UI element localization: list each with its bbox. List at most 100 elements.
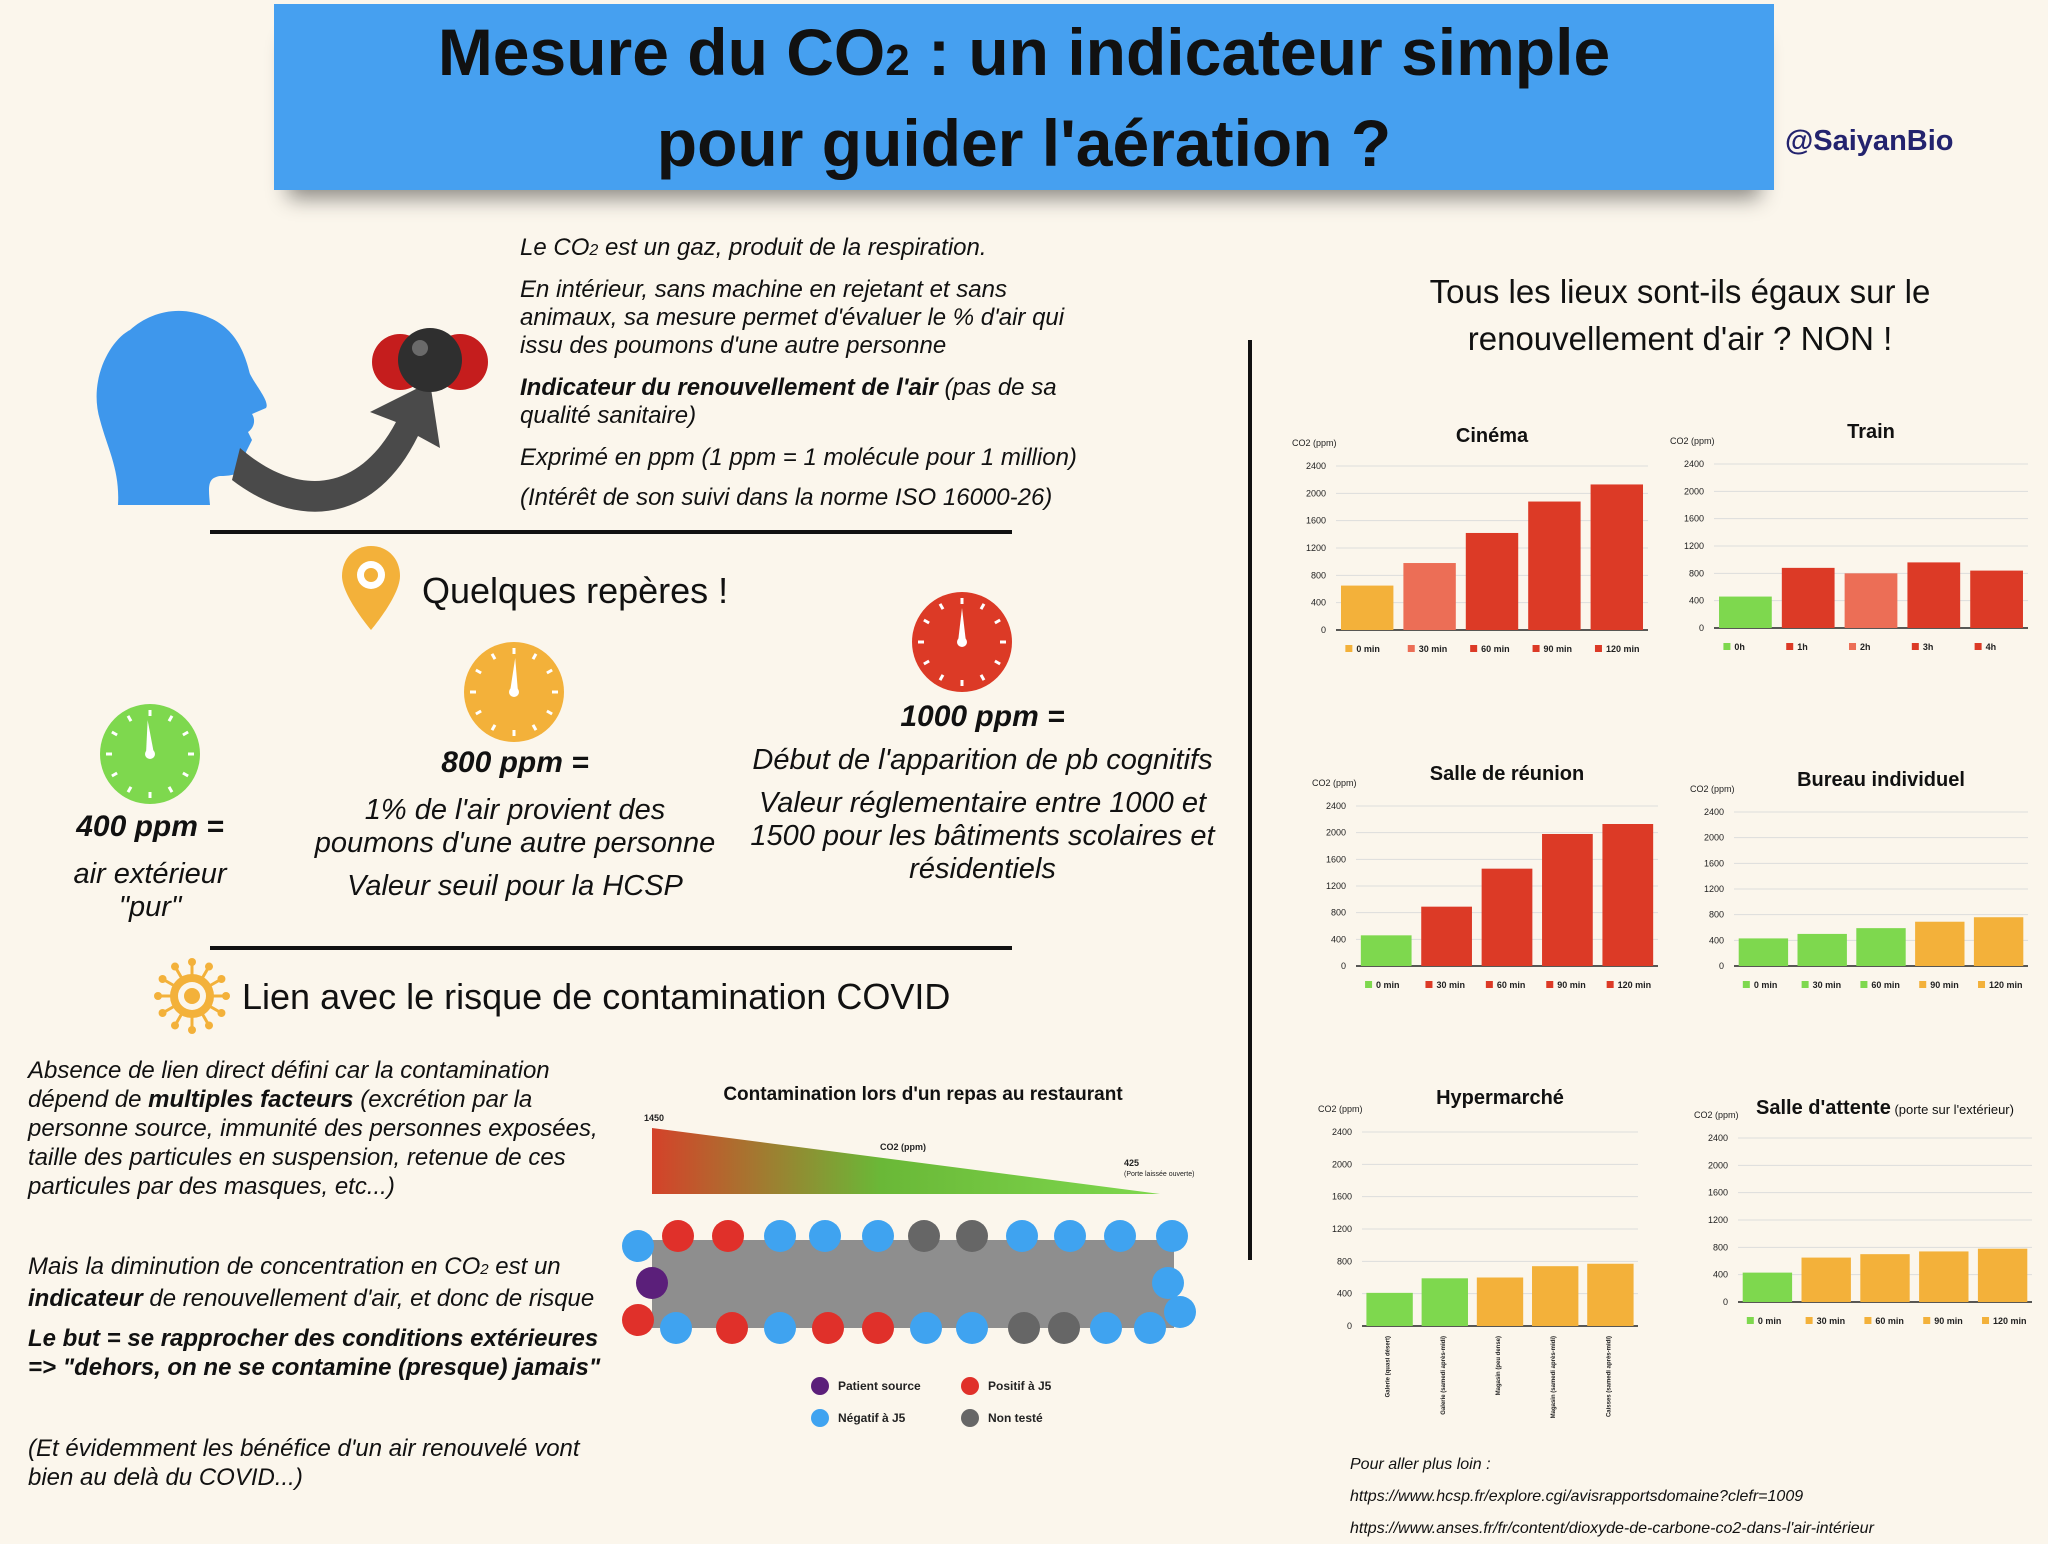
seat-negative — [660, 1312, 692, 1344]
legend-swatch — [1801, 981, 1809, 988]
seat-negative — [862, 1220, 894, 1252]
divider-2 — [210, 946, 1012, 950]
bar — [1907, 562, 1961, 628]
bar — [1977, 1248, 2028, 1302]
restaurant-co2-label: CO2 (ppm) — [880, 1142, 926, 1152]
y-tick-label: 0 — [1321, 625, 1326, 635]
y-tick-label: 400 — [1331, 934, 1346, 944]
y-tick-label: 800 — [1689, 568, 1704, 578]
bar — [1719, 596, 1772, 628]
seat-negative — [764, 1312, 796, 1344]
bar — [1476, 1277, 1524, 1326]
seat-source — [636, 1267, 668, 1299]
ref-link-1[interactable]: https://www.hcsp.fr/explore.cgi/avisrapp… — [1350, 1488, 1804, 1505]
legend-label: 0 min — [1758, 1316, 1782, 1326]
bar — [1915, 921, 1965, 966]
y-tick-label: 400 — [1713, 1270, 1728, 1280]
legend-swatch — [1470, 645, 1478, 652]
bar — [1590, 484, 1644, 630]
covid-paragraph-2: Mais la diminution de concentration en C… — [28, 1253, 595, 1312]
y-tick-label: 1600 — [1326, 854, 1346, 864]
legend-dot-untested — [961, 1409, 979, 1427]
seat-negative — [1104, 1220, 1136, 1252]
yellow-gauge-icon — [464, 642, 564, 742]
y-tick-label: 2400 — [1332, 1127, 1352, 1137]
seat-negative — [1054, 1220, 1086, 1252]
y-axis-label: CO2 (ppm) — [1318, 1104, 1363, 1114]
seat-positive — [716, 1312, 748, 1344]
legend-label: 3h — [1923, 642, 1934, 652]
bar — [1465, 532, 1519, 630]
legend-label: 0 min — [1356, 644, 1380, 654]
seat-negative — [1164, 1296, 1196, 1328]
y-tick-label: 400 — [1337, 1289, 1352, 1299]
y-tick-label: 2400 — [1326, 801, 1346, 811]
legend-swatch — [1606, 981, 1614, 988]
bar — [1844, 573, 1898, 628]
ppm-400-block: 400 ppm = air extérieur "pur" — [50, 810, 250, 924]
y-tick-label: 1200 — [1306, 543, 1326, 553]
title-line-2: pour guider l'aération ? — [656, 105, 1392, 180]
y-tick-label: 800 — [1337, 1256, 1352, 1266]
chart-title: Hypermarché — [1436, 1087, 1564, 1109]
x-tick-label: Galerie (samedi après-midi) — [1441, 1336, 1447, 1415]
co2-gradient-wedge — [652, 1128, 1160, 1194]
ppm-400-desc: air extérieur "pur" — [73, 858, 227, 923]
y-tick-label: 1200 — [1684, 541, 1704, 551]
legend-label: 30 min — [1813, 980, 1842, 990]
ppm-800-value: 800 ppm = — [441, 746, 589, 779]
legend-label-untested: Non testé — [988, 1411, 1043, 1425]
covid-title: Lien avec le risque de contamination COV… — [242, 976, 951, 1017]
chart-subtitle: (porte sur l'extérieur) — [1891, 1102, 2014, 1117]
y-axis-label: CO2 (ppm) — [1670, 436, 1715, 446]
legend-label: 30 min — [1817, 1316, 1846, 1326]
y-tick-label: 1600 — [1704, 858, 1724, 868]
bar — [1587, 1263, 1634, 1326]
title-banner: Mesure du CO2 : un indicateur simple pou… — [274, 4, 1774, 190]
legend-label: 60 min — [1875, 1316, 1904, 1326]
legend-dot-negative — [811, 1409, 829, 1427]
legend-label: 30 min — [1419, 644, 1448, 654]
legend-swatch — [1532, 645, 1540, 652]
divider-1 — [210, 530, 1012, 534]
seat-negative — [809, 1220, 841, 1252]
legend-label: 120 min — [1606, 644, 1640, 654]
legend-swatch — [1407, 645, 1415, 652]
legend-swatch — [1923, 1317, 1931, 1324]
legend-label: 30 min — [1436, 980, 1465, 990]
title-line-1: Mesure du CO2 : un indicateur simple — [437, 14, 1611, 89]
y-tick-label: 1200 — [1326, 881, 1346, 891]
intro-line-2: En intérieur, sans machine en rejetant e… — [520, 276, 1065, 359]
ppm-400-value: 400 ppm = — [76, 810, 224, 843]
legend-label: 60 min — [1871, 980, 1900, 990]
intro-line-1: Le CO2 est un gaz, produit de la respira… — [520, 234, 987, 261]
seat-positive — [712, 1220, 744, 1252]
x-tick-label: Caisses (samedi après-midi) — [1606, 1336, 1612, 1417]
restaurant-diagram: Contamination lors d'un repas au restaur… — [622, 1084, 1196, 1427]
location-pin-icon — [342, 546, 400, 630]
y-axis-label: CO2 (ppm) — [1694, 1110, 1739, 1120]
legend-label: 90 min — [1930, 980, 1959, 990]
y-axis-label: CO2 (ppm) — [1312, 778, 1357, 788]
legend-label: 0 min — [1376, 980, 1400, 990]
ppm-1000-block: 1000 ppm = Début de l'apparition de pb c… — [720, 700, 1245, 886]
chart-cinema: Cinéma CO2 (ppm) 0 400 800 1200 1600 2000 2400 0 … — [1292, 425, 1648, 654]
right-title: Tous les lieux sont-ils égaux sur le reno… — [1429, 273, 1931, 357]
breathing-illustration — [96, 310, 488, 512]
seat-untested — [1048, 1312, 1080, 1344]
y-tick-label: 2400 — [1306, 461, 1326, 471]
ref-link-2[interactable]: https://www.anses.fr/fr/content/dioxyde-… — [1350, 1520, 1874, 1537]
legend-swatch — [1786, 643, 1794, 650]
intro-line-3: Indicateur du renouvellement de l'air (p… — [520, 374, 1057, 429]
bar — [1340, 585, 1394, 630]
seat-positive — [662, 1220, 694, 1252]
bar — [1781, 567, 1835, 628]
legend-label-source: Patient source — [838, 1379, 921, 1393]
y-tick-label: 400 — [1689, 596, 1704, 606]
co2-molecule-icon — [372, 328, 488, 392]
x-tick-label: Galerie (quasi désert) — [1386, 1336, 1392, 1397]
head-icon — [96, 310, 267, 505]
legend-swatch — [1345, 645, 1353, 652]
legend-swatch — [1911, 643, 1919, 650]
y-axis-label: CO2 (ppm) — [1690, 784, 1735, 794]
